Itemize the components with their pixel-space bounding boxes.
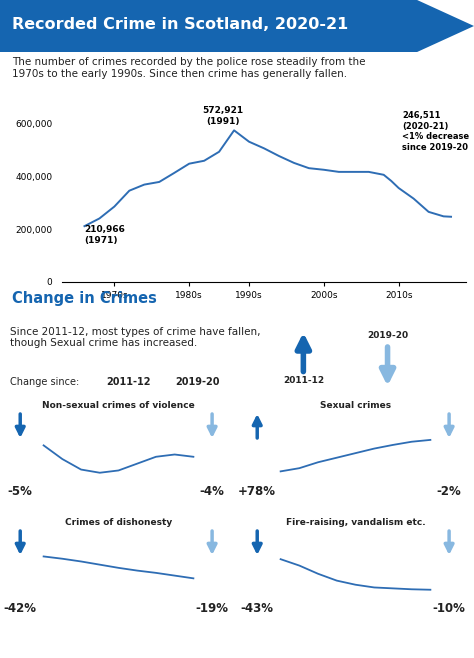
Text: -10%: -10% — [433, 602, 465, 615]
Text: 2011-12: 2011-12 — [283, 376, 324, 385]
Polygon shape — [0, 0, 474, 52]
Text: 210,966
(1971): 210,966 (1971) — [84, 226, 125, 245]
Text: -43%: -43% — [241, 602, 273, 615]
Text: Change in Crimes: Change in Crimes — [12, 291, 157, 305]
Text: The number of crimes recorded by the police rose steadily from the
1970s to the : The number of crimes recorded by the pol… — [12, 57, 365, 78]
Text: Since 2011-12, most types of crime have fallen,
though Sexual crime has increase: Since 2011-12, most types of crime have … — [10, 327, 260, 349]
Text: -2%: -2% — [437, 485, 462, 498]
Text: 2019-20: 2019-20 — [367, 331, 408, 340]
Text: Justice Analytical Services: Justice Analytical Services — [12, 639, 157, 649]
Text: 2011-12: 2011-12 — [106, 376, 150, 387]
Text: -5%: -5% — [8, 485, 33, 498]
Text: Fire-raising, vandalism etc.: Fire-raising, vandalism etc. — [286, 518, 425, 527]
Text: -19%: -19% — [196, 602, 228, 615]
Text: Sexual crimes: Sexual crimes — [320, 401, 391, 410]
Text: 2019-20: 2019-20 — [175, 376, 219, 387]
Text: -4%: -4% — [200, 485, 225, 498]
Text: 246,511
(2020-21)
<1% decrease
since 2019-20: 246,511 (2020-21) <1% decrease since 201… — [402, 111, 470, 151]
Text: Crimes of dishonesty: Crimes of dishonesty — [65, 518, 172, 527]
Text: Change since:: Change since: — [10, 376, 79, 387]
Text: +78%: +78% — [238, 485, 276, 498]
Text: Non-sexual crimes of violence: Non-sexual crimes of violence — [42, 401, 195, 410]
Text: 572,921
(1991): 572,921 (1991) — [202, 107, 244, 126]
Text: -42%: -42% — [4, 602, 36, 615]
Text: Recorded Crime in Scotland, 2020-21: Recorded Crime in Scotland, 2020-21 — [12, 18, 348, 32]
